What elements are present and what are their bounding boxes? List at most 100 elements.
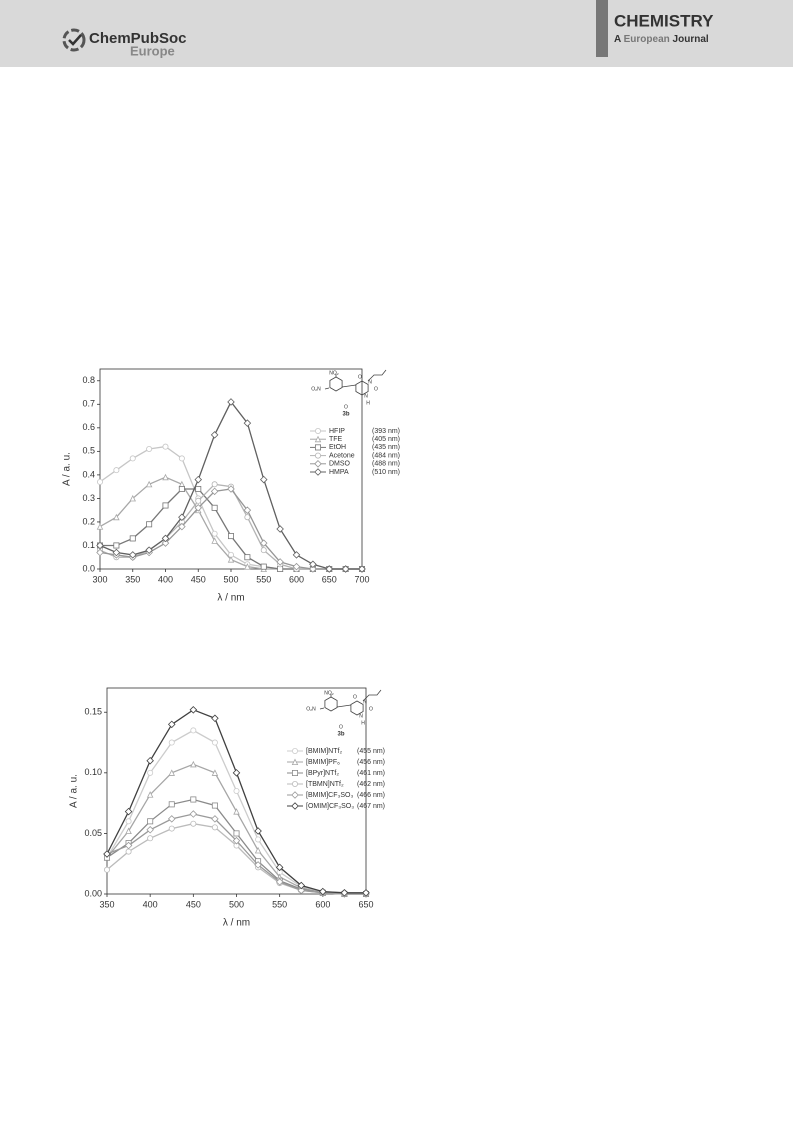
- marker: [292, 562, 301, 571]
- marker: [167, 815, 176, 823]
- marker: [227, 556, 235, 563]
- marker: [341, 565, 350, 573]
- legend-note: (405 nm): [372, 436, 400, 443]
- structure-atom: H: [366, 400, 370, 406]
- marker: [194, 475, 203, 484]
- x-tick-label: 400: [158, 574, 173, 584]
- marker: [309, 565, 317, 573]
- marker: [260, 563, 267, 570]
- y-tick-label: 0.2: [82, 516, 95, 526]
- x-tick-label: 500: [229, 899, 244, 909]
- marker: [129, 494, 136, 502]
- journal-sub-c: Journal: [673, 34, 709, 45]
- y-tick-label: 0.10: [84, 767, 102, 777]
- marker: [291, 758, 299, 765]
- structure-atom: N: [364, 393, 368, 399]
- marker: [227, 485, 235, 493]
- marker: [146, 445, 153, 452]
- legend-note: (467 nm): [357, 803, 385, 810]
- marker: [291, 748, 298, 755]
- marker: [276, 525, 284, 533]
- marker: [211, 769, 219, 776]
- structure-ring: [324, 696, 338, 712]
- marker: [178, 513, 186, 522]
- logo-check: [68, 34, 82, 46]
- publisher-logo: [62, 28, 86, 52]
- y-tick-label: 0.6: [82, 422, 95, 432]
- marker: [319, 887, 327, 896]
- x-tick-label: 700: [354, 574, 369, 584]
- marker: [162, 473, 169, 481]
- x-tick-label: 400: [143, 899, 158, 909]
- marker: [190, 796, 197, 803]
- legend-note: (510 nm): [372, 469, 400, 476]
- chart: 300 350 400 450 500 550 600 650 700 0.0 0.1 0.2 0.3 0…: [62, 368, 400, 604]
- y-tick-label: 0.05: [84, 828, 102, 838]
- marker: [291, 770, 298, 777]
- marker: [314, 452, 321, 459]
- marker: [178, 522, 186, 531]
- y-tick-label: 0.00: [84, 888, 102, 898]
- marker: [167, 720, 176, 729]
- marker: [96, 541, 104, 550]
- x-axis-label: λ / nm: [223, 918, 250, 929]
- structure-atom: N: [363, 699, 367, 705]
- marker: [291, 781, 298, 788]
- y-tick-label: 0.5: [82, 446, 95, 456]
- structure-atom: O₂N: [306, 706, 316, 712]
- marker: [189, 706, 198, 714]
- marker: [125, 848, 132, 855]
- marker: [211, 802, 218, 809]
- marker: [210, 431, 219, 439]
- marker: [147, 769, 154, 776]
- legend-label: [TBMN]NTf₂: [306, 781, 344, 788]
- marker: [113, 513, 120, 521]
- journal-sub-b: European: [624, 34, 670, 45]
- y-tick-label: 0.8: [82, 375, 95, 385]
- marker: [195, 497, 202, 504]
- marker: [227, 398, 235, 406]
- marker: [113, 467, 120, 474]
- marker: [113, 542, 120, 549]
- marker: [96, 523, 104, 530]
- marker: [161, 539, 170, 547]
- structure-atom: O: [358, 374, 362, 380]
- marker: [314, 444, 321, 451]
- structure-label: 3b: [337, 732, 344, 738]
- marker: [314, 435, 322, 443]
- marker: [146, 521, 153, 528]
- marker: [190, 820, 197, 827]
- marker: [325, 565, 334, 573]
- x-tick-label: 650: [358, 899, 373, 909]
- y-tick-label: 0.3: [82, 493, 95, 503]
- marker: [125, 818, 132, 825]
- journal-sub-a: A: [614, 34, 621, 45]
- marker: [168, 769, 175, 776]
- structure-atom: O: [344, 404, 348, 410]
- marker: [292, 551, 301, 559]
- marker: [124, 841, 133, 850]
- marker: [244, 563, 251, 570]
- marker: [254, 861, 262, 869]
- publisher-sub: Europe: [130, 43, 175, 58]
- x-axis-label: λ / nm: [217, 593, 244, 604]
- y-tick-label: 0.7: [82, 399, 95, 409]
- marker: [314, 460, 322, 468]
- marker: [145, 546, 153, 554]
- marker: [291, 802, 299, 810]
- marker: [128, 551, 137, 559]
- marker: [103, 850, 111, 858]
- chart: 350 400 450 500 550 600 650 0.00 0.05 0.10 0.15 λ /…: [69, 687, 385, 929]
- marker: [233, 788, 240, 795]
- x-tick-label: 300: [92, 574, 107, 584]
- legend-note: (393 nm): [372, 428, 400, 435]
- y-tick-label: 0.0: [82, 563, 95, 573]
- publisher-name: ChemPubSoc: [89, 30, 187, 47]
- marker: [168, 739, 175, 746]
- structure-bond: [324, 369, 387, 390]
- marker: [314, 427, 321, 434]
- marker: [124, 807, 133, 816]
- structure-atom: N: [368, 379, 372, 385]
- structure-atom: O: [369, 706, 373, 712]
